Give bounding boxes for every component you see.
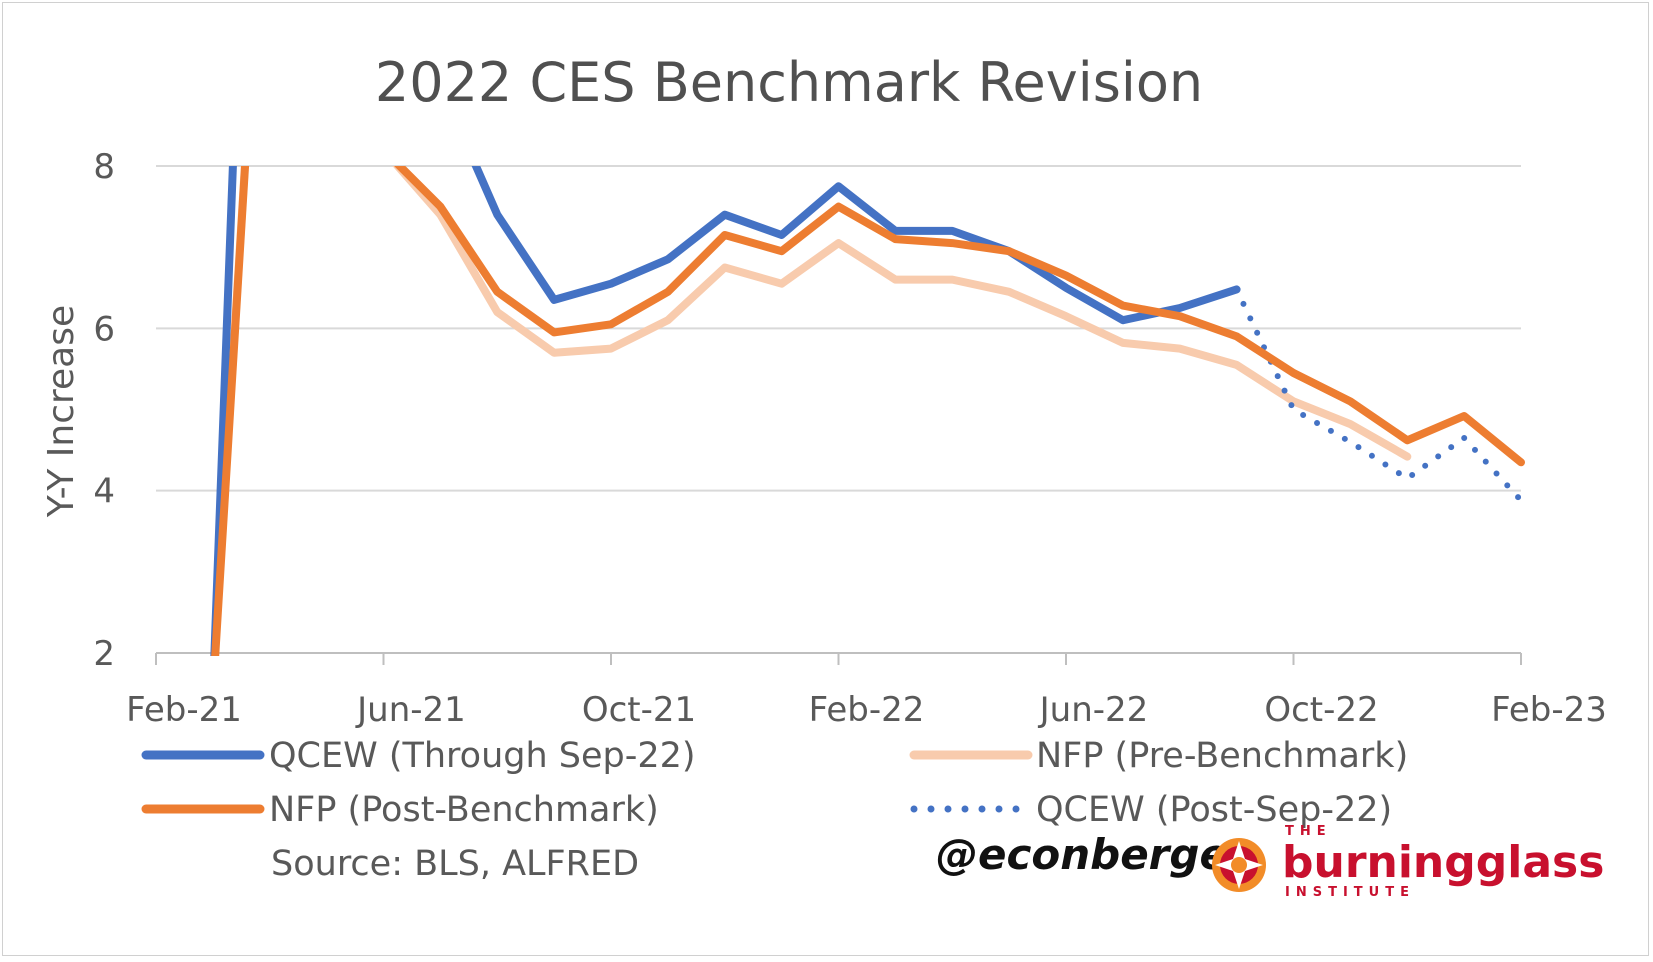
legend-label-nfp-pre: NFP (Pre-Benchmark)	[1036, 736, 1408, 776]
x-axis: Feb-21 Jun-21 Oct-21 Feb-22 Jun-22 Oct-22 Feb-…	[126, 652, 1607, 730]
y-axis-label: Y-Y Increase	[41, 305, 82, 518]
y-tick-label-2: 2	[93, 634, 115, 674]
brand-institute: INSTITUTE	[1285, 885, 1415, 900]
y-axis-ticks: 2 4 6 8	[93, 147, 115, 674]
x-tick-label-Jun-21: Jun-21	[355, 690, 466, 730]
x-tick-label-Feb-22: Feb-22	[809, 690, 925, 730]
y-tick-label-8: 8	[93, 147, 115, 187]
chart-title: 2022 CES Benchmark Revision	[375, 51, 1203, 114]
legend-label-qcew-through: QCEW (Through Sep-22)	[269, 736, 696, 776]
series-line-qcew-post	[1233, 286, 1524, 504]
legend-label-nfp-post: NFP (Post-Benchmark)	[269, 790, 659, 830]
gridlines	[156, 165, 1521, 492]
source-note: Source: BLS, ALFRED	[271, 844, 639, 884]
brand-the: THE	[1285, 824, 1332, 839]
y-tick-label-6: 6	[93, 309, 115, 349]
y-tick-label-4: 4	[93, 472, 115, 512]
series-line-qcew-through	[210, 166, 1241, 656]
series-line-nfp-post	[211, 166, 1525, 656]
x-tick-label-Feb-23: Feb-23	[1491, 690, 1607, 730]
legend-label-qcew-post: QCEW (Post-Sep-22)	[1036, 790, 1392, 830]
x-tick-label-Oct-21: Oct-21	[582, 690, 696, 730]
legend: QCEW (Through Sep-22) NFP (Pre-Benchmark…	[141, 736, 1408, 830]
series-lines	[210, 166, 1525, 656]
x-tick-label-Jun-22: Jun-22	[1038, 690, 1149, 730]
x-tick-label-Feb-21: Feb-21	[126, 690, 242, 730]
author-handle: @econberger	[936, 830, 1251, 879]
line-chart: 2022 CES Benchmark Revision 2 4 6 8 Feb-21 J…	[41, 51, 1607, 900]
x-tick-label-Oct-22: Oct-22	[1264, 690, 1378, 730]
burning-glass-logo	[1212, 838, 1266, 892]
brand-name: burningglass	[1282, 837, 1604, 888]
